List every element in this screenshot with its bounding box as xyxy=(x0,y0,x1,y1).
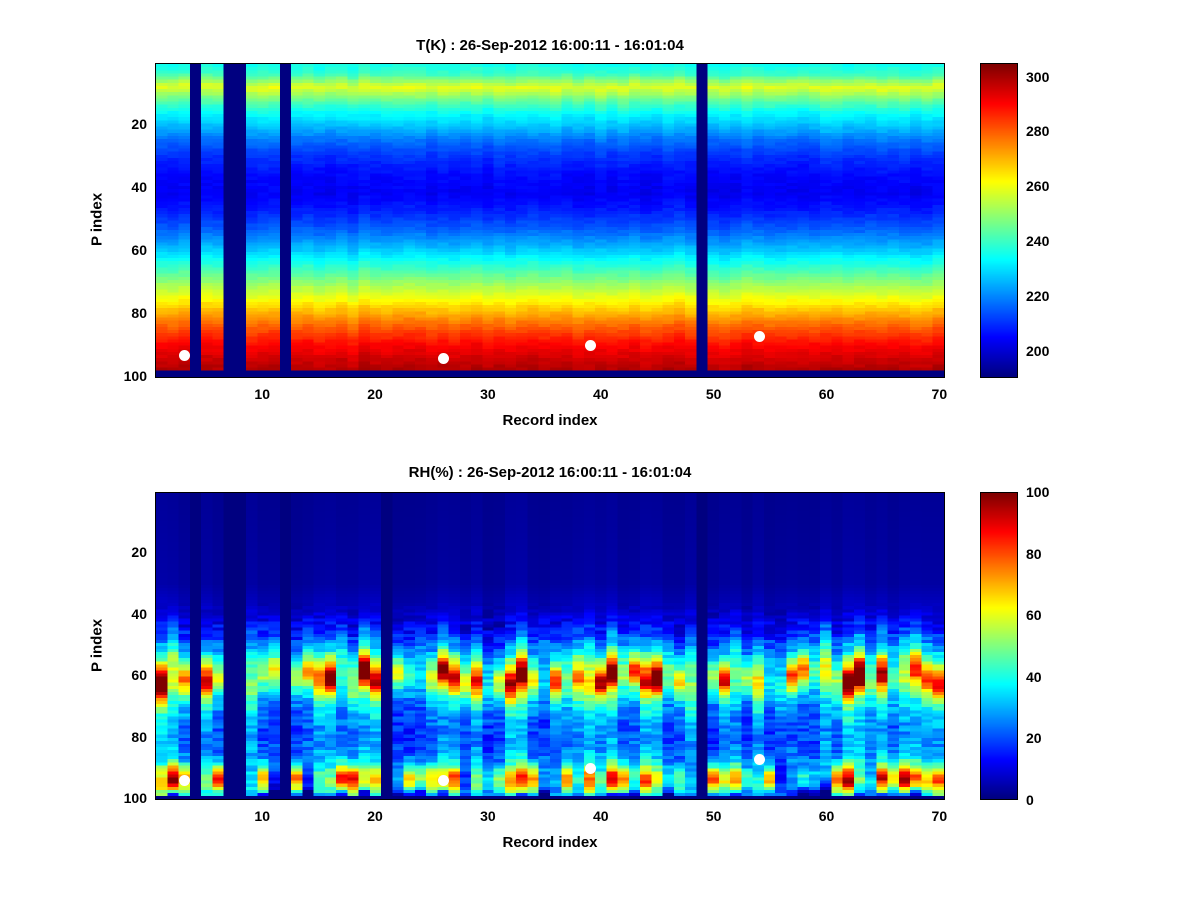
y-tick-label: 20 xyxy=(131,544,147,561)
y-tick-label: 60 xyxy=(131,667,147,684)
sounding-marker xyxy=(754,330,766,342)
colorbar-tick-label: 40 xyxy=(1026,668,1042,685)
y-tick-label: 80 xyxy=(131,305,147,322)
humidity-plot-title: RH(%) : 26-Sep-2012 16:00:11 - 16:01:04 xyxy=(408,464,692,481)
y-tick-label: 100 xyxy=(123,368,147,385)
x-tick-label: 10 xyxy=(254,808,270,824)
humidity-x-axis-label: Record index xyxy=(502,834,598,851)
x-tick-label: 50 xyxy=(705,808,722,824)
temperature-y-axis-label: P index xyxy=(88,192,106,247)
x-tick-label: 40 xyxy=(592,808,609,824)
x-tick-label: 20 xyxy=(367,808,383,824)
x-tick-label: 30 xyxy=(480,808,496,824)
colorbar-tick-label: 60 xyxy=(1026,607,1042,624)
humidity-heatmap-axes xyxy=(155,492,945,800)
sounding-marker xyxy=(178,349,190,361)
x-tick-label: 60 xyxy=(818,808,835,824)
sounding-marker xyxy=(754,753,766,765)
x-tick-label: 30 xyxy=(480,386,496,402)
temperature-colorbar xyxy=(980,63,1018,378)
colorbar-tick-label: 0 xyxy=(1026,792,1034,808)
x-tick-label: 50 xyxy=(705,386,722,402)
temperature-heatmap-canvas xyxy=(156,64,944,377)
sounding-marker xyxy=(178,775,190,787)
x-tick-label: 70 xyxy=(931,808,948,824)
sounding-marker xyxy=(585,340,596,352)
y-tick-label: 100 xyxy=(123,790,147,807)
colorbar-tick-label: 300 xyxy=(1026,68,1050,85)
x-tick-label: 40 xyxy=(592,386,609,402)
x-tick-label: 10 xyxy=(254,386,270,402)
sounding-marker xyxy=(438,775,450,787)
temperature-heatmap-axes xyxy=(155,63,945,378)
y-tick-label: 40 xyxy=(131,179,147,196)
y-tick-label: 60 xyxy=(131,242,147,259)
temperature-colorbar-gradient xyxy=(981,64,1017,377)
y-tick-label: 40 xyxy=(131,605,147,622)
colorbar-tick-label: 260 xyxy=(1026,178,1050,195)
temperature-x-axis-label: Record index xyxy=(502,412,598,429)
colorbar-tick-label: 80 xyxy=(1026,545,1042,562)
humidity-colorbar xyxy=(980,492,1018,800)
x-tick-label: 70 xyxy=(931,386,948,402)
colorbar-tick-label: 200 xyxy=(1026,342,1050,359)
colorbar-tick-label: 100 xyxy=(1026,484,1050,500)
sounding-marker xyxy=(438,353,450,365)
x-tick-label: 60 xyxy=(818,386,835,402)
colorbar-tick-label: 280 xyxy=(1026,123,1050,140)
rh-heatmap-canvas xyxy=(156,493,944,799)
temperature-plot-title: T(K) : 26-Sep-2012 16:00:11 - 16:01:04 xyxy=(416,37,684,54)
rh-colorbar-gradient xyxy=(981,493,1017,799)
colorbar-tick-label: 240 xyxy=(1026,233,1050,250)
x-tick-label: 20 xyxy=(367,386,383,402)
colorbar-tick-label: 20 xyxy=(1026,730,1042,747)
sounding-marker xyxy=(585,763,596,775)
humidity-y-axis-label: P index xyxy=(88,618,106,673)
colorbar-tick-label: 220 xyxy=(1026,287,1050,304)
y-tick-label: 80 xyxy=(131,728,147,745)
y-tick-label: 20 xyxy=(131,116,147,133)
